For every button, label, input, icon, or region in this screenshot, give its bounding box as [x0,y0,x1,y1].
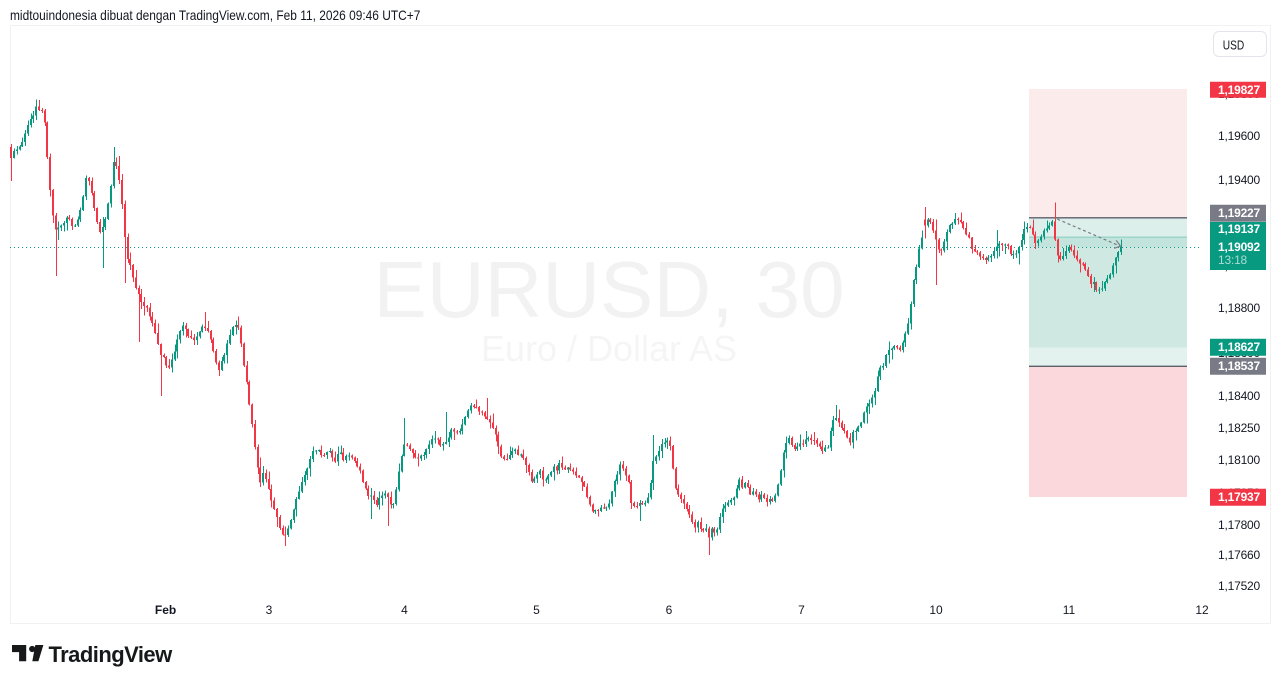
svg-text:USD: USD [1223,38,1245,53]
svg-text:Euro / Dollar AS: Euro / Dollar AS [481,328,737,369]
svg-text:EURUSD, 30: EURUSD, 30 [373,245,844,334]
